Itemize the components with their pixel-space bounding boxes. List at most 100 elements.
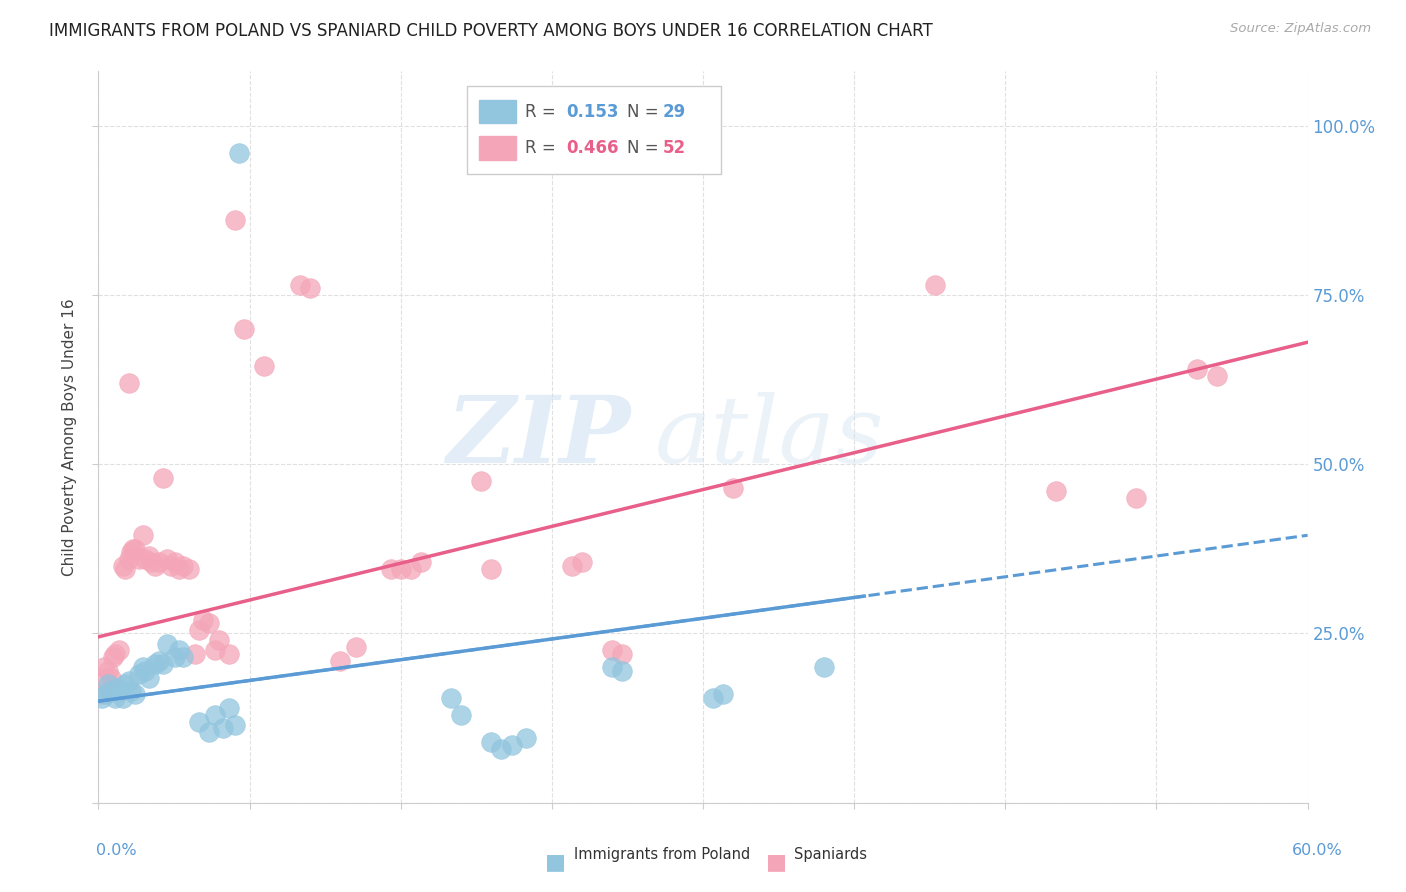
- Point: [1045, 484, 1067, 499]
- Point: [198, 724, 221, 739]
- Point: [105, 681, 128, 695]
- Point: [107, 684, 129, 698]
- Point: [111, 690, 134, 705]
- Point: [163, 650, 186, 665]
- Point: [96, 671, 118, 685]
- Point: [813, 660, 835, 674]
- Text: IMMIGRANTS FROM POLAND VS SPANIARD CHILD POVERTY AMONG BOYS UNDER 16 CORRELATION: IMMIGRANTS FROM POLAND VS SPANIARD CHILD…: [49, 22, 934, 40]
- Point: [172, 650, 194, 665]
- Point: [156, 637, 179, 651]
- Point: [138, 549, 160, 563]
- Point: [100, 684, 122, 698]
- Point: [138, 671, 160, 685]
- Bar: [479, 100, 516, 123]
- Text: Source: ZipAtlas.com: Source: ZipAtlas.com: [1230, 22, 1371, 36]
- Point: [212, 721, 235, 735]
- Point: [602, 643, 624, 657]
- Text: N =: N =: [627, 139, 664, 157]
- Point: [329, 654, 352, 668]
- Point: [101, 650, 124, 665]
- Text: 0.153: 0.153: [567, 103, 619, 120]
- Text: R =: R =: [526, 139, 561, 157]
- Point: [288, 277, 311, 292]
- Point: [118, 376, 141, 390]
- Point: [409, 555, 432, 569]
- Point: [128, 667, 150, 681]
- Point: [118, 673, 141, 688]
- Point: [167, 562, 190, 576]
- Point: [163, 555, 186, 569]
- Point: [128, 552, 150, 566]
- Point: [602, 660, 624, 674]
- Point: [224, 213, 246, 227]
- Point: [111, 558, 134, 573]
- Text: 60.0%: 60.0%: [1292, 843, 1343, 858]
- Text: atlas: atlas: [655, 392, 884, 482]
- Text: 29: 29: [664, 103, 686, 120]
- Point: [481, 735, 503, 749]
- Point: [702, 690, 724, 705]
- Point: [481, 562, 503, 576]
- Point: [208, 633, 231, 648]
- Point: [143, 657, 166, 671]
- Point: [1206, 369, 1229, 384]
- Point: [96, 688, 118, 702]
- Point: [188, 714, 211, 729]
- Point: [380, 562, 402, 576]
- Point: [91, 690, 114, 705]
- Point: [114, 562, 136, 576]
- Point: [100, 671, 122, 685]
- Point: [97, 677, 120, 691]
- Point: [124, 688, 146, 702]
- Point: [143, 558, 166, 573]
- Text: ■: ■: [766, 852, 786, 871]
- Point: [1185, 362, 1208, 376]
- Text: Spaniards: Spaniards: [794, 847, 868, 863]
- Text: 0.466: 0.466: [567, 139, 619, 157]
- Point: [204, 707, 226, 722]
- Point: [924, 277, 946, 292]
- Text: ■: ■: [546, 852, 565, 871]
- Point: [121, 541, 143, 556]
- Point: [470, 474, 492, 488]
- Point: [218, 647, 240, 661]
- Point: [711, 688, 734, 702]
- Point: [204, 643, 226, 657]
- Bar: [467, 86, 721, 174]
- Point: [139, 555, 162, 569]
- Point: [118, 552, 141, 566]
- Bar: [479, 136, 516, 160]
- Point: [188, 623, 211, 637]
- Point: [1125, 491, 1147, 505]
- Point: [224, 718, 246, 732]
- Point: [723, 481, 745, 495]
- Point: [134, 664, 156, 678]
- Point: [228, 145, 250, 160]
- Point: [389, 562, 412, 576]
- Point: [97, 664, 120, 678]
- Point: [124, 541, 146, 556]
- Point: [148, 654, 170, 668]
- Point: [571, 555, 593, 569]
- Point: [93, 660, 115, 674]
- Point: [232, 322, 254, 336]
- Point: [114, 677, 136, 691]
- Point: [184, 647, 207, 661]
- Point: [148, 555, 170, 569]
- Point: [132, 660, 155, 674]
- Point: [152, 471, 174, 485]
- Point: [167, 643, 190, 657]
- Point: [132, 528, 155, 542]
- Point: [193, 613, 215, 627]
- Point: [218, 701, 240, 715]
- Text: R =: R =: [526, 103, 561, 120]
- Point: [120, 545, 142, 559]
- Point: [198, 616, 221, 631]
- Point: [344, 640, 367, 654]
- Text: N =: N =: [627, 103, 664, 120]
- Text: ZIP: ZIP: [446, 392, 630, 482]
- Point: [612, 664, 634, 678]
- Point: [160, 558, 183, 573]
- Point: [450, 707, 472, 722]
- Point: [152, 657, 174, 671]
